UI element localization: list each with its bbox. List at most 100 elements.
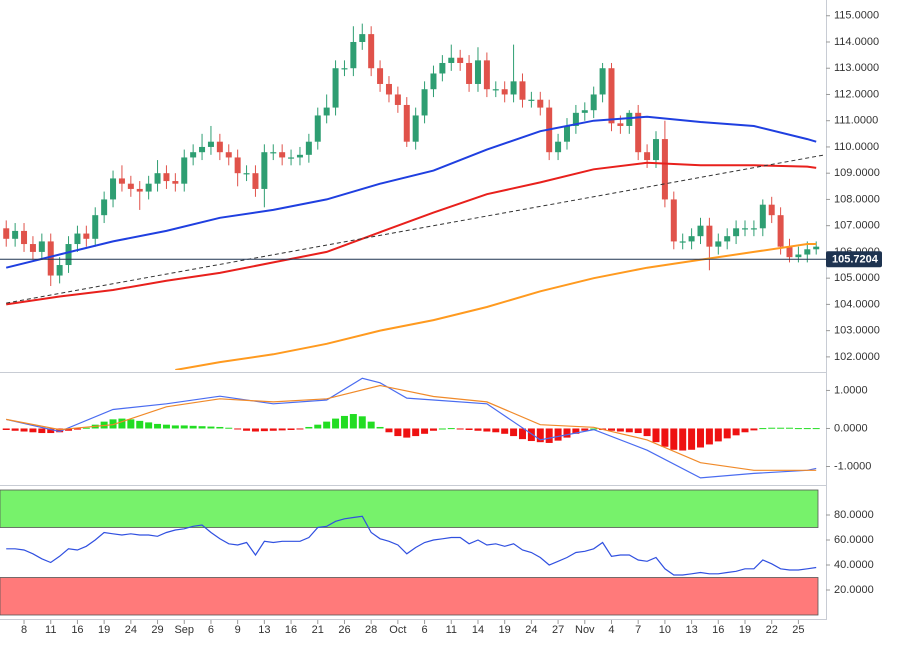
histogram-bar <box>243 428 251 431</box>
candle-body <box>652 139 659 161</box>
x-tick-label: 14 <box>472 624 484 636</box>
histogram-bar <box>180 425 188 429</box>
histogram-bar <box>269 428 277 431</box>
histogram-bar <box>652 428 660 443</box>
histogram-bar <box>456 428 464 430</box>
histogram-bar <box>118 418 126 429</box>
candle-body <box>670 199 677 242</box>
candle-body <box>626 112 633 126</box>
candle-body <box>101 199 108 216</box>
overlay-line <box>5 115 817 269</box>
candle-body <box>563 125 570 142</box>
candle-body <box>457 57 464 63</box>
rsi-line <box>6 515 817 576</box>
candle-body <box>216 141 223 153</box>
x-tick-label: Oct <box>389 624 406 636</box>
histogram-bar <box>581 428 589 431</box>
histogram-bar <box>536 428 544 443</box>
overlay-line <box>175 243 817 370</box>
histogram-bar <box>483 428 491 432</box>
rsi-zone <box>0 577 819 616</box>
histogram-bar <box>162 424 170 429</box>
histogram-bar <box>127 419 135 429</box>
histogram-bar <box>527 428 535 442</box>
candle-body <box>83 233 90 239</box>
histogram-bar <box>287 428 295 430</box>
candle-body <box>323 107 330 116</box>
candle-body <box>172 181 179 184</box>
y-tick-label: 103.0000 <box>834 325 880 337</box>
histogram-bar <box>616 428 624 432</box>
macd-line <box>6 384 817 471</box>
histogram-bar <box>786 427 794 429</box>
candle-body <box>3 228 10 239</box>
x-tick-label: Sep <box>174 624 194 636</box>
candle-body <box>154 173 161 184</box>
candle-body <box>234 157 241 174</box>
x-tick-label: 8 <box>21 624 27 636</box>
candle-body <box>332 68 339 108</box>
y-tick-label: 0.0000 <box>834 422 868 434</box>
histogram-bar <box>171 425 179 429</box>
x-tick-label: 16 <box>285 624 297 636</box>
candle-body <box>421 89 428 116</box>
candle-body <box>439 62 446 74</box>
histogram-bar <box>38 428 46 434</box>
histogram-bar <box>501 428 509 434</box>
candle-body <box>777 215 784 247</box>
y-tick-label: 105.0000 <box>834 272 880 284</box>
histogram-bar <box>11 428 19 431</box>
candle-body <box>537 99 544 108</box>
y-tick-label: 113.0000 <box>834 62 879 74</box>
price-panel <box>0 23 826 370</box>
candle-body <box>136 188 143 192</box>
candle-body <box>296 154 303 158</box>
y-tick-label: 80.0000 <box>834 509 874 521</box>
x-tick-label: 13 <box>685 624 697 636</box>
candle-body <box>430 73 437 90</box>
x-tick-label: 29 <box>151 624 163 636</box>
histogram-bar <box>73 428 81 430</box>
histogram-bar <box>625 428 633 433</box>
candle-body <box>279 152 286 158</box>
y-tick-label: -1.0000 <box>834 460 871 472</box>
histogram-bar <box>376 426 384 429</box>
y-tick-label: 108.0000 <box>834 193 880 205</box>
candle-body <box>474 60 481 84</box>
histogram-bar <box>643 428 651 437</box>
candle-body <box>519 81 526 100</box>
rsi-zone <box>0 489 819 528</box>
rsi-panel <box>0 489 819 616</box>
candle-body <box>644 152 651 161</box>
histogram-bar <box>732 428 740 436</box>
y-tick-label: 104.0000 <box>834 298 880 310</box>
x-tick-label: Nov <box>575 624 595 636</box>
y-tick-label: 20.0000 <box>834 584 874 596</box>
histogram-bar <box>759 428 767 430</box>
candle-body <box>715 241 722 247</box>
candle-body <box>47 241 54 276</box>
histogram-bar <box>705 428 713 445</box>
histogram-bar <box>403 428 411 438</box>
x-tick-label: 27 <box>552 624 564 636</box>
histogram-bar <box>82 427 90 429</box>
histogram-bar <box>421 428 429 434</box>
candle-body <box>12 230 19 239</box>
histogram-bar <box>714 428 722 442</box>
candle-body <box>750 228 757 230</box>
candle-body <box>697 225 704 237</box>
histogram-bar <box>750 428 758 431</box>
candle-body <box>786 246 793 258</box>
histogram-bar <box>634 428 642 434</box>
histogram-bar <box>260 428 268 432</box>
candle-body <box>341 68 348 70</box>
candle-body <box>733 228 740 237</box>
overlay-line <box>6 154 826 304</box>
histogram-bar <box>412 428 420 437</box>
candle-body <box>724 236 731 242</box>
x-tick-label: 25 <box>792 624 804 636</box>
histogram-bar <box>332 418 340 429</box>
candle-body <box>38 241 45 252</box>
candle-body <box>617 123 624 126</box>
